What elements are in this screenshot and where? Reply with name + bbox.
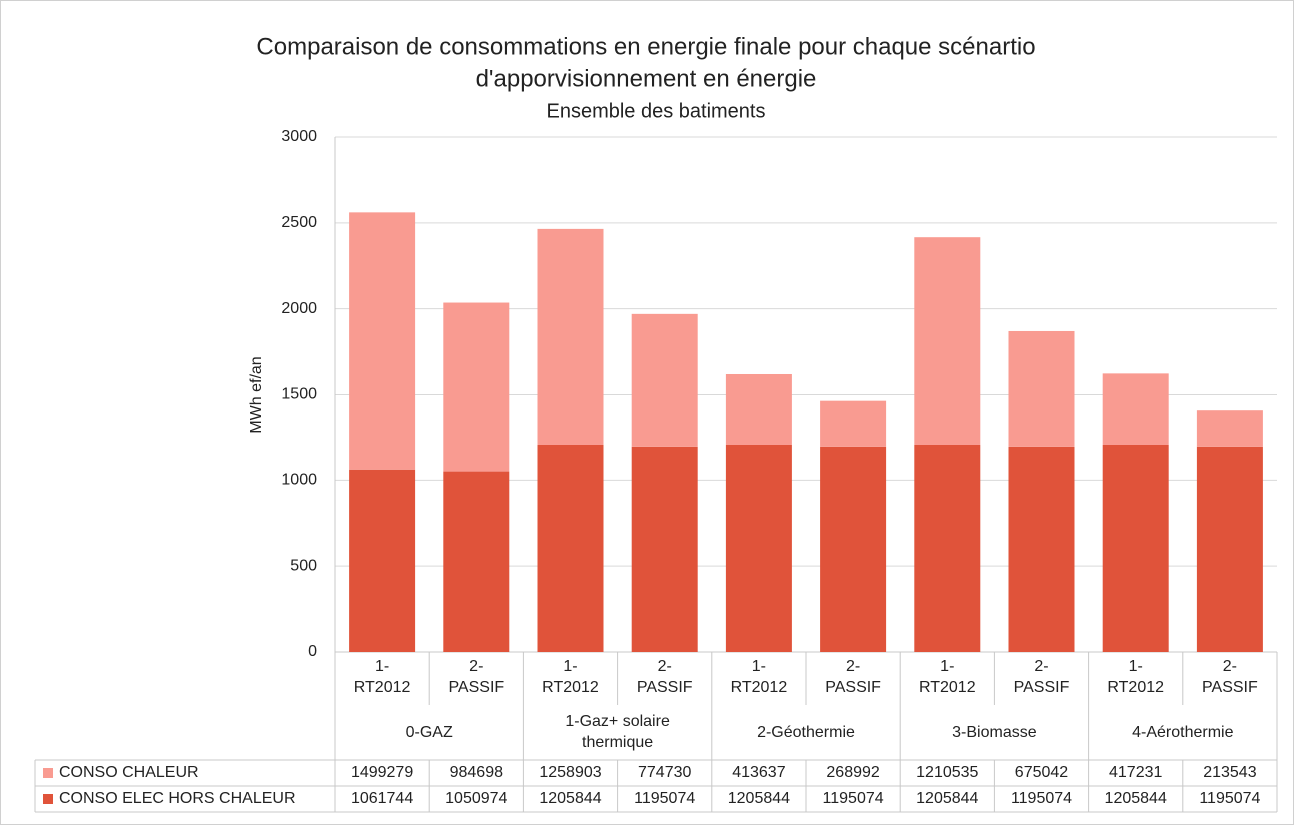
legend-swatch	[43, 768, 53, 778]
bar	[1196, 446, 1263, 652]
data-label: 1205844	[728, 790, 790, 807]
data-label: 774730	[638, 764, 691, 781]
group-label: 4-Aérothermie	[1132, 724, 1233, 741]
x-tick-label: 2-PASSIF	[448, 658, 504, 696]
legend-label: CONSO ELEC HORS CHALEUR	[59, 790, 296, 807]
x-tick-label: 1-RT2012	[1107, 658, 1164, 696]
x-tick-label: 1-RT2012	[731, 658, 788, 696]
bar	[1102, 444, 1169, 652]
data-label: 1205844	[539, 790, 601, 807]
x-tick-label: 2-PASSIF	[1202, 658, 1258, 696]
data-label: 213543	[1203, 764, 1256, 781]
chart-title: Comparaison de consommations en energie …	[256, 33, 1035, 60]
bar	[443, 302, 510, 472]
bar	[1008, 330, 1075, 447]
x-tick-label: 1-RT2012	[919, 658, 976, 696]
legend-label: CONSO CHALEUR	[59, 764, 199, 781]
data-label: 1258903	[539, 764, 601, 781]
data-label: 1050974	[445, 790, 507, 807]
bar	[1196, 410, 1263, 447]
bar	[725, 373, 792, 445]
bar	[914, 237, 981, 445]
group-label: 1-Gaz+ solaire thermique	[565, 713, 670, 751]
y-tick-label: 1000	[281, 472, 317, 489]
chart-subtitle: Ensemble des batiments	[546, 100, 765, 122]
y-axis-label: MWh ef/an	[248, 356, 265, 433]
bar	[631, 446, 698, 652]
group-label: 3-Biomasse	[952, 724, 1037, 741]
data-label: 1499279	[351, 764, 413, 781]
bar	[725, 444, 792, 652]
bar	[349, 212, 416, 470]
bar	[443, 471, 510, 652]
legend-swatch	[43, 794, 53, 804]
bar	[631, 313, 698, 447]
bar	[1102, 373, 1169, 445]
bar	[1008, 446, 1075, 652]
bar	[820, 446, 887, 652]
bar	[820, 400, 887, 447]
data-label: 417231	[1109, 764, 1162, 781]
bar	[914, 444, 981, 652]
x-tick-label: 1-RT2012	[354, 658, 411, 696]
group-label: 2-Géothermie	[757, 724, 855, 741]
x-tick-label: 2-PASSIF	[637, 658, 693, 696]
bar	[537, 444, 604, 652]
group-label: 0-GAZ	[406, 724, 453, 741]
y-tick-label: 2000	[281, 300, 317, 317]
data-label: 1205844	[1105, 790, 1167, 807]
data-label: 1195074	[1011, 790, 1072, 807]
x-tick-label: 2-PASSIF	[1014, 658, 1070, 696]
data-label: 268992	[826, 764, 879, 781]
data-label: 1061744	[351, 790, 413, 807]
data-label: 1210535	[916, 764, 978, 781]
data-label: 1195074	[634, 790, 695, 807]
chart-title: d'apporvisionnement en énergie	[476, 65, 817, 92]
data-label: 1195074	[823, 790, 884, 807]
data-label: 1195074	[1199, 790, 1260, 807]
bar	[537, 228, 604, 445]
data-label: 1205844	[916, 790, 978, 807]
bar	[349, 469, 416, 652]
data-label: 984698	[450, 764, 503, 781]
x-tick-label: 2-PASSIF	[825, 658, 881, 696]
x-tick-label: 1-RT2012	[542, 658, 599, 696]
y-tick-label: 2500	[281, 214, 317, 231]
y-tick-label: 0	[308, 643, 317, 660]
data-label: 675042	[1015, 764, 1068, 781]
y-tick-label: 500	[290, 557, 317, 574]
y-tick-label: 1500	[281, 386, 317, 403]
data-label: 413637	[732, 764, 785, 781]
y-tick-label: 3000	[281, 128, 317, 145]
